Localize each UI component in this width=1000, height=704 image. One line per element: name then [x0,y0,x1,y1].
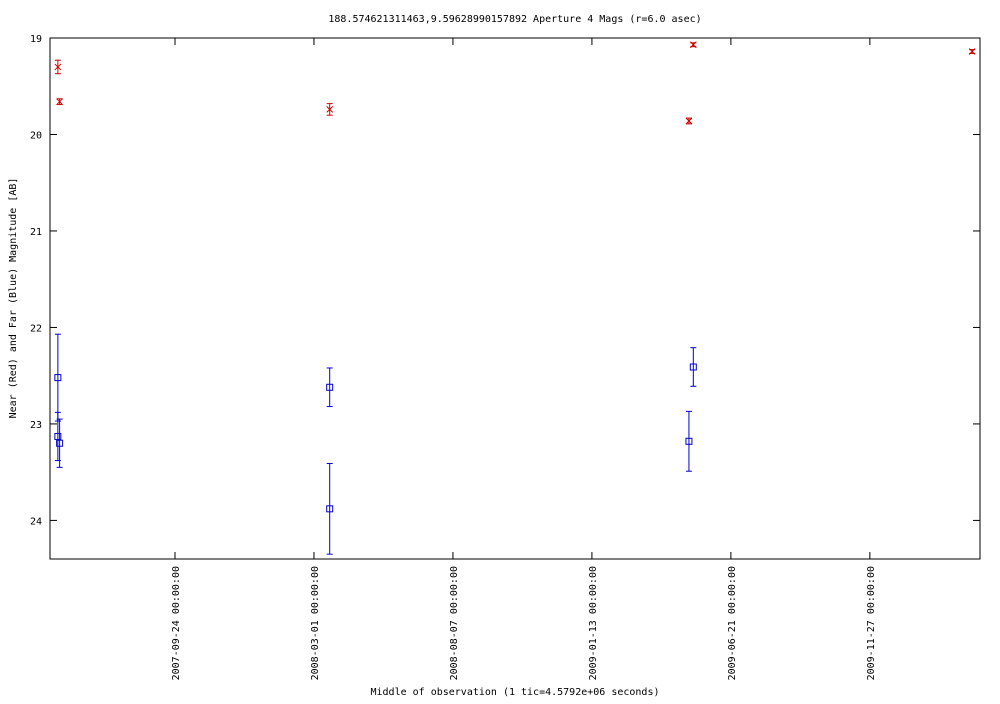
data-point [326,106,334,113]
data-point [685,117,693,125]
error-bar [326,367,333,408]
data-point [689,41,697,49]
x-tick-label: 2007-09-24 00:00:00 [171,566,182,680]
x-tick-label: 2009-11-27 00:00:00 [866,566,877,680]
x-tick-label: 2008-08-07 00:00:00 [449,566,460,680]
data-point [326,505,334,513]
plot-frame [49,37,981,560]
y-tick-label: 21 [30,227,42,238]
y-tick-label: 22 [30,323,42,334]
y-tick-label: 24 [30,516,42,527]
x-axis-label: Middle of observation (1 tic=4.5792e+06 … [371,687,660,698]
data-point [56,439,64,447]
x-tick-label: 2009-01-13 00:00:00 [588,566,599,680]
data-point [54,63,62,71]
y-tick-label: 20 [30,130,42,141]
y-tick-label: 19 [30,34,42,45]
data-point [54,432,62,440]
data-point [968,48,976,55]
chart-title: 188.574621311463,9.59628990157892 Apertu… [328,14,701,25]
error-bar [685,410,692,472]
error-bar [690,347,697,387]
error-bar [56,418,63,468]
data-point [689,363,697,371]
y-axis-label: Near (Red) and Far (Blue) Magnitude [AB] [8,178,19,419]
x-tick-label: 2008-03-01 00:00:00 [310,566,321,680]
data-point [685,437,693,445]
data-point [54,374,62,382]
data-point [326,383,334,391]
x-tick-label: 2009-06-21 00:00:00 [727,566,738,680]
data-point [56,98,63,106]
y-tick-label: 23 [30,420,42,431]
error-bar [326,462,333,555]
